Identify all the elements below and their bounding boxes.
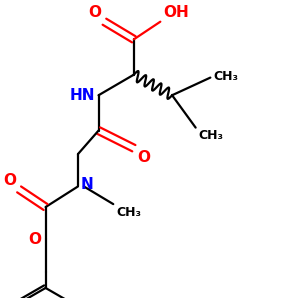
Text: O: O: [28, 232, 41, 247]
Text: N: N: [81, 178, 94, 193]
Text: CH₃: CH₃: [116, 206, 141, 219]
Text: O: O: [88, 5, 101, 20]
Text: HN: HN: [70, 88, 96, 103]
Text: CH₃: CH₃: [213, 70, 238, 83]
Text: O: O: [3, 173, 16, 188]
Text: OH: OH: [163, 5, 189, 20]
Text: CH₃: CH₃: [199, 129, 224, 142]
Text: O: O: [137, 150, 150, 165]
